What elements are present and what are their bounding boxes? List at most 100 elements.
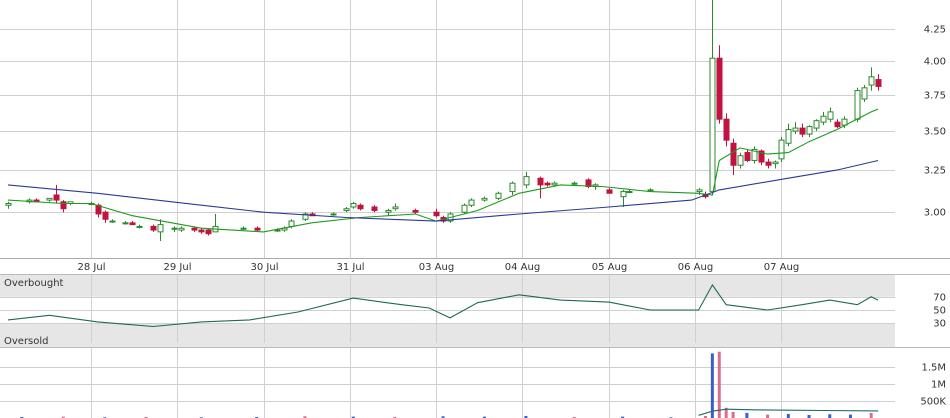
candle-body: [544, 182, 551, 186]
rsi-panel: [0, 275, 895, 347]
line: [7, 283, 879, 328]
candle-body: [46, 197, 53, 201]
volume-bar: [482, 416, 486, 418]
volume-bar: [724, 407, 728, 418]
x-tick-label: 31 Jul: [337, 262, 365, 273]
candle-body: [806, 126, 813, 135]
candle-body: [509, 182, 516, 193]
volume-bar: [828, 414, 832, 418]
x-tick-label: 03 Aug: [419, 262, 454, 273]
volume-bar: [807, 414, 811, 418]
volume-bar: [441, 416, 445, 418]
candle-body: [861, 87, 868, 100]
candle-body: [758, 150, 765, 163]
candle-body: [626, 191, 633, 194]
y-tick-label: 70: [933, 293, 946, 304]
volume-bar: [766, 414, 770, 418]
candle-body: [129, 222, 136, 226]
candle-body: [171, 227, 178, 230]
y-tick-label: 500K: [920, 397, 946, 408]
candle-body: [647, 189, 654, 192]
volume-bar: [869, 412, 873, 418]
line: [7, 108, 879, 233]
candle-body: [330, 213, 337, 216]
labels: 28 Jul 29 Jul 30 Jul 31 Jul 03 Aug 04 Aug 05 A…: [4, 25, 946, 408]
candle-body: [178, 227, 185, 231]
candle-body: [150, 225, 157, 231]
overbought-band: [0, 275, 895, 297]
price-panel: [0, 0, 895, 258]
y-tick-label: 30: [933, 319, 946, 330]
candle-body: [854, 90, 861, 120]
y-tick-label: 4.00: [924, 57, 946, 68]
candle-body: [571, 182, 578, 185]
candle-body: [792, 127, 799, 132]
candle-body: [523, 176, 530, 186]
candle-body: [157, 224, 164, 233]
x-tick-label: 30 Jul: [251, 262, 279, 273]
candle-body: [868, 76, 875, 86]
volume-bar: [717, 351, 721, 418]
volume-bar: [710, 353, 714, 418]
volume-bar: [524, 415, 528, 418]
candle-body: [468, 199, 475, 206]
volume-bar: [621, 416, 625, 418]
y-tick-label: 3.75: [924, 91, 946, 102]
candle-body: [461, 204, 468, 213]
candle-body: [620, 191, 627, 198]
candle-body: [765, 161, 772, 166]
candle-body: [53, 194, 60, 201]
candle-body: [696, 189, 703, 193]
y-tick-label: 4.25: [924, 25, 946, 36]
band-label: Overbought: [4, 278, 64, 289]
y-tick-label: 3.50: [924, 127, 946, 138]
candle-body: [730, 142, 737, 166]
candle-body: [302, 213, 309, 220]
line: [698, 408, 879, 416]
candle-body: [606, 189, 613, 194]
x-tick-label: 07 Aug: [764, 262, 799, 273]
candle-body: [778, 139, 785, 160]
candle-body: [799, 127, 806, 135]
candle-body: [343, 208, 350, 211]
y-tick-label: 3.25: [924, 166, 946, 177]
candle-body: [481, 197, 488, 201]
volume-bar: [731, 411, 735, 418]
candle-body: [744, 152, 751, 161]
candle-body: [785, 129, 792, 144]
volume-bar: [255, 416, 259, 418]
y-tick-label: 3.00: [924, 208, 946, 219]
candle-body: [288, 220, 295, 227]
candle-body: [751, 148, 758, 161]
candle-body: [205, 229, 212, 235]
candle-body: [772, 161, 779, 165]
candle-body: [723, 118, 730, 141]
x-tick-label: 28 Jul: [78, 262, 106, 273]
volume-bar: [745, 412, 749, 418]
candle-body: [274, 229, 281, 232]
volume-bar: [703, 415, 707, 418]
volume-bar: [786, 413, 790, 418]
candle-body: [737, 155, 744, 166]
x-tick-label: 29 Jul: [164, 262, 192, 273]
volume-bar: [61, 416, 65, 418]
candle-body: [385, 209, 392, 213]
candle-body: [109, 220, 116, 223]
candle-body: [716, 57, 723, 120]
candle-body: [102, 211, 109, 220]
candle-body: [254, 227, 261, 231]
volume-bar: [393, 416, 397, 418]
x-tick-label: 04 Aug: [505, 262, 540, 273]
candle-body: [827, 111, 834, 120]
volume-bar: [848, 414, 852, 418]
candle-body: [350, 203, 357, 208]
candle-body: [371, 206, 378, 211]
candle-body: [813, 120, 820, 129]
candle-body: [240, 227, 247, 230]
candle-body: [198, 229, 205, 233]
y-tick-label: 1M: [931, 380, 946, 391]
x-tick-label: 06 Aug: [678, 262, 713, 273]
candle-body: [412, 209, 419, 213]
